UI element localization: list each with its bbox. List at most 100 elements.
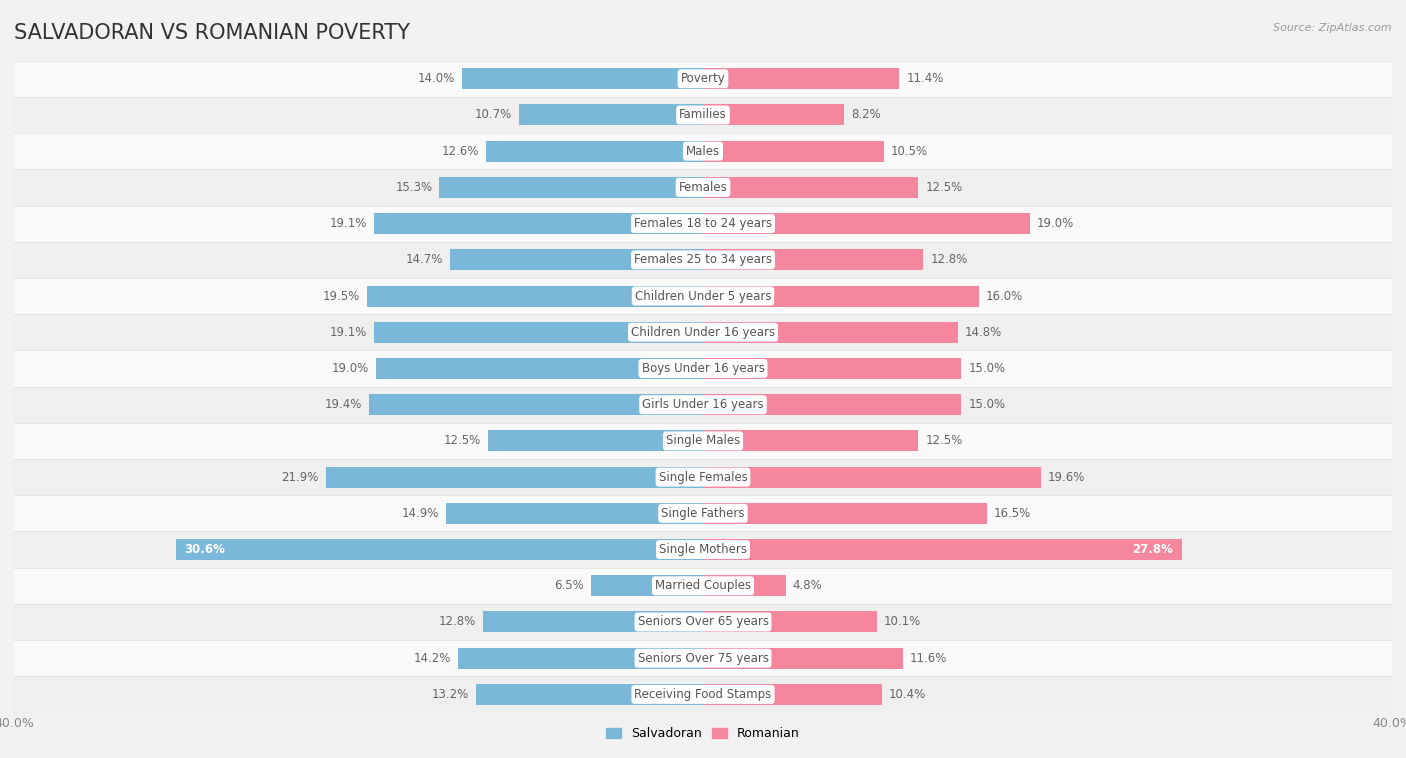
- Bar: [14, 61, 1392, 97]
- Bar: [14, 423, 1392, 459]
- Bar: [703, 394, 962, 415]
- Text: 10.1%: 10.1%: [884, 615, 921, 628]
- Text: 8.2%: 8.2%: [851, 108, 882, 121]
- Text: 10.7%: 10.7%: [475, 108, 512, 121]
- Text: Poverty: Poverty: [681, 72, 725, 85]
- Text: Females: Females: [679, 181, 727, 194]
- Text: 13.2%: 13.2%: [432, 688, 468, 701]
- Bar: [326, 467, 703, 487]
- Bar: [14, 531, 1392, 568]
- Bar: [14, 459, 1392, 495]
- Text: 12.5%: 12.5%: [443, 434, 481, 447]
- Text: Source: ZipAtlas.com: Source: ZipAtlas.com: [1274, 23, 1392, 33]
- Text: 21.9%: 21.9%: [281, 471, 319, 484]
- Bar: [486, 141, 703, 161]
- Text: Females 18 to 24 years: Females 18 to 24 years: [634, 217, 772, 230]
- Bar: [475, 684, 703, 705]
- Text: 19.6%: 19.6%: [1047, 471, 1085, 484]
- Text: Single Males: Single Males: [666, 434, 740, 447]
- Text: Children Under 16 years: Children Under 16 years: [631, 326, 775, 339]
- Text: 15.0%: 15.0%: [969, 362, 1005, 375]
- Bar: [14, 350, 1392, 387]
- Bar: [14, 133, 1392, 169]
- Bar: [367, 286, 703, 306]
- Bar: [458, 647, 703, 669]
- Bar: [703, 358, 962, 379]
- Bar: [488, 431, 703, 452]
- Legend: Salvadoran, Romanian: Salvadoran, Romanian: [602, 722, 804, 745]
- Text: 14.9%: 14.9%: [402, 507, 440, 520]
- Text: 11.4%: 11.4%: [907, 72, 943, 85]
- Bar: [14, 314, 1392, 350]
- Text: 11.6%: 11.6%: [910, 652, 948, 665]
- Bar: [703, 539, 1182, 560]
- Bar: [703, 249, 924, 271]
- Bar: [461, 68, 703, 89]
- Text: Receiving Food Stamps: Receiving Food Stamps: [634, 688, 772, 701]
- Text: 12.5%: 12.5%: [925, 181, 963, 194]
- Text: 16.5%: 16.5%: [994, 507, 1032, 520]
- Bar: [14, 387, 1392, 423]
- Text: Males: Males: [686, 145, 720, 158]
- Bar: [591, 575, 703, 597]
- Bar: [14, 205, 1392, 242]
- Bar: [374, 321, 703, 343]
- Text: 10.4%: 10.4%: [889, 688, 927, 701]
- Bar: [14, 169, 1392, 205]
- Bar: [14, 278, 1392, 314]
- Text: 19.0%: 19.0%: [1038, 217, 1074, 230]
- Text: 27.8%: 27.8%: [1132, 543, 1173, 556]
- Text: 16.0%: 16.0%: [986, 290, 1022, 302]
- Bar: [374, 213, 703, 234]
- Text: 14.7%: 14.7%: [405, 253, 443, 266]
- Text: 30.6%: 30.6%: [184, 543, 225, 556]
- Bar: [703, 68, 900, 89]
- Text: 19.0%: 19.0%: [332, 362, 368, 375]
- Bar: [14, 495, 1392, 531]
- Bar: [14, 568, 1392, 604]
- Text: Seniors Over 65 years: Seniors Over 65 years: [637, 615, 769, 628]
- Text: Single Mothers: Single Mothers: [659, 543, 747, 556]
- Bar: [440, 177, 703, 198]
- Bar: [482, 612, 703, 632]
- Text: 19.1%: 19.1%: [330, 326, 367, 339]
- Text: Single Fathers: Single Fathers: [661, 507, 745, 520]
- Text: 15.3%: 15.3%: [395, 181, 433, 194]
- Text: 12.5%: 12.5%: [925, 434, 963, 447]
- Bar: [703, 467, 1040, 487]
- Bar: [703, 431, 918, 452]
- Text: 15.0%: 15.0%: [969, 398, 1005, 411]
- Bar: [519, 105, 703, 126]
- Text: Children Under 5 years: Children Under 5 years: [634, 290, 772, 302]
- Text: 19.5%: 19.5%: [323, 290, 360, 302]
- Text: 14.2%: 14.2%: [415, 652, 451, 665]
- Text: 12.8%: 12.8%: [439, 615, 475, 628]
- Bar: [703, 141, 884, 161]
- Bar: [176, 539, 703, 560]
- Text: Females 25 to 34 years: Females 25 to 34 years: [634, 253, 772, 266]
- Bar: [703, 612, 877, 632]
- Bar: [703, 684, 882, 705]
- Bar: [703, 321, 957, 343]
- Bar: [450, 249, 703, 271]
- Bar: [375, 358, 703, 379]
- Text: 12.6%: 12.6%: [441, 145, 479, 158]
- Bar: [703, 177, 918, 198]
- Text: 14.8%: 14.8%: [965, 326, 1002, 339]
- Text: 19.4%: 19.4%: [325, 398, 361, 411]
- Text: 14.0%: 14.0%: [418, 72, 456, 85]
- Bar: [703, 647, 903, 669]
- Bar: [446, 503, 703, 524]
- Text: 4.8%: 4.8%: [793, 579, 823, 592]
- Text: Single Females: Single Females: [658, 471, 748, 484]
- Bar: [703, 503, 987, 524]
- Bar: [14, 676, 1392, 713]
- Text: 10.5%: 10.5%: [891, 145, 928, 158]
- Bar: [14, 97, 1392, 133]
- Bar: [703, 575, 786, 597]
- Text: 19.1%: 19.1%: [330, 217, 367, 230]
- Bar: [14, 242, 1392, 278]
- Bar: [703, 105, 844, 126]
- Text: Married Couples: Married Couples: [655, 579, 751, 592]
- Bar: [368, 394, 703, 415]
